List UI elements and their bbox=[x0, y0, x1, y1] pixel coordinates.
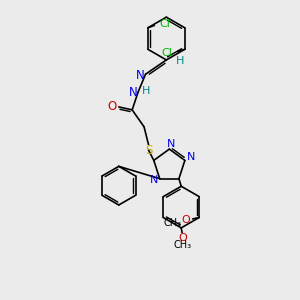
Text: H: H bbox=[142, 85, 151, 96]
Text: CH₃: CH₃ bbox=[174, 240, 192, 250]
Text: N: N bbox=[136, 69, 145, 82]
Text: N: N bbox=[167, 139, 175, 149]
Text: N: N bbox=[187, 152, 195, 162]
Text: O: O bbox=[182, 215, 190, 225]
Text: Cl: Cl bbox=[161, 48, 172, 58]
Text: Cl: Cl bbox=[159, 19, 170, 29]
Text: H: H bbox=[176, 56, 184, 66]
Text: N: N bbox=[128, 85, 137, 98]
Text: N: N bbox=[150, 175, 158, 185]
Text: S: S bbox=[146, 143, 153, 157]
Text: CH₃: CH₃ bbox=[164, 218, 181, 228]
Text: O: O bbox=[108, 100, 117, 113]
Text: O: O bbox=[178, 233, 187, 243]
